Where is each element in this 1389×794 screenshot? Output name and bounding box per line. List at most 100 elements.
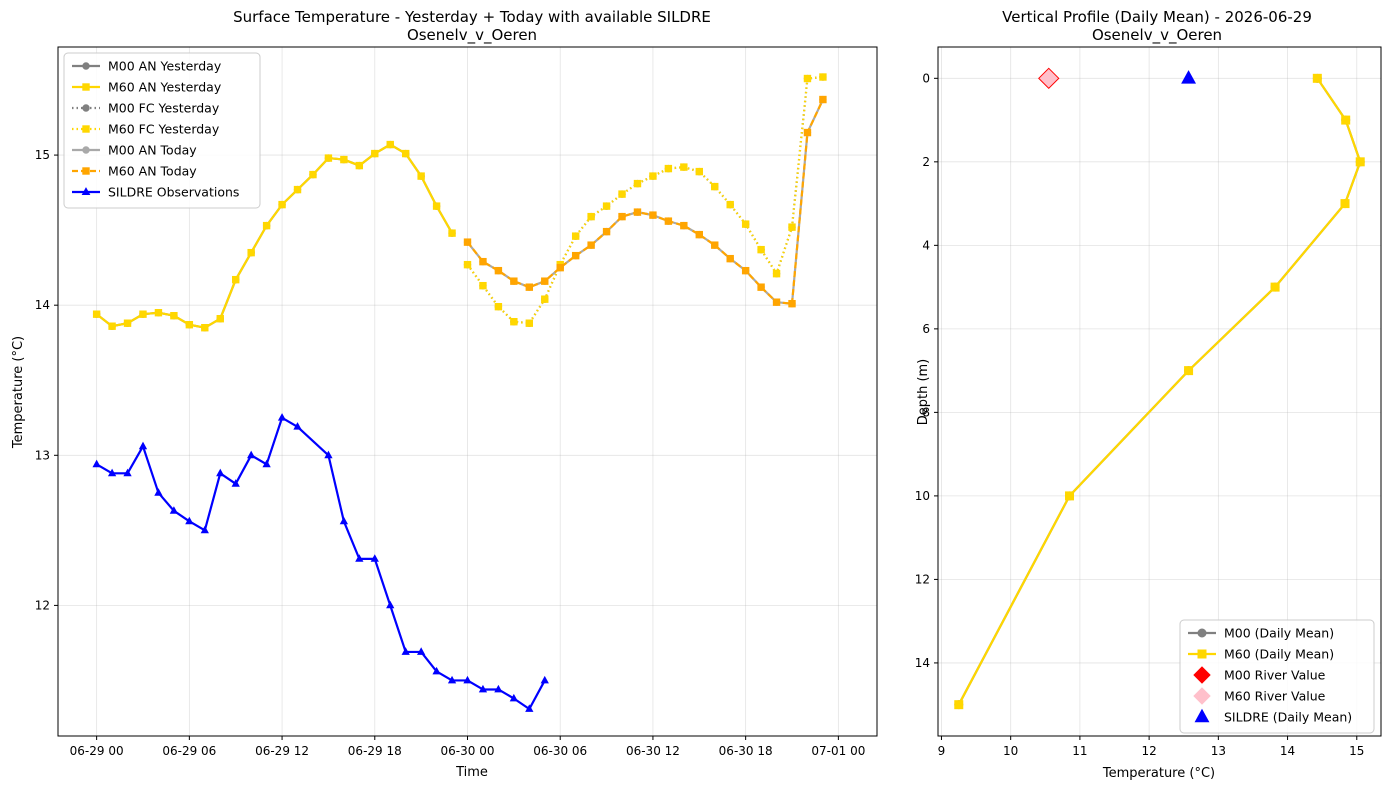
right-x-axis-label: Temperature (°C) (1102, 766, 1215, 781)
point-m60-an-today (649, 211, 657, 219)
point-sildre-observations (92, 459, 101, 468)
point-m60-an-today (788, 299, 796, 308)
point-m60-fc-yesterday (757, 245, 765, 254)
legend-swatch-marker (1197, 649, 1207, 659)
legend-label: M00 FC Yesterday (108, 101, 220, 116)
point-m60-an-yesterday (262, 221, 271, 230)
legend-swatch-marker (82, 167, 90, 175)
point-m60-an-today (510, 277, 518, 285)
series-m60-an-today (463, 95, 827, 308)
point-sildre-observations (231, 479, 240, 487)
legend-item-m00-an-today: M00 AN Today (72, 143, 197, 158)
point-sildre-observations (154, 488, 163, 496)
legend-item-m00-fc-yesterday: M00 FC Yesterday (72, 101, 220, 116)
point-m60-an-yesterday (371, 149, 379, 158)
point-m60-an-yesterday (417, 172, 425, 180)
point-m60-an-today (757, 283, 765, 291)
legend-label: SILDRE (Daily Mean) (1224, 710, 1352, 725)
point-sildre-observations (463, 675, 472, 684)
point-m60-an-yesterday (154, 308, 163, 317)
line-sildre-observations (96, 416, 546, 711)
point-m60-an-yesterday (185, 321, 194, 329)
point-sildre-observations (277, 413, 287, 421)
series-m00-fc-yesterday (463, 73, 827, 327)
left-y-tick-label: 12 (35, 598, 50, 612)
right-legend: M00 (Daily Mean) M60 (Daily Mean) M00 Rive… (1179, 619, 1375, 734)
point-m60-an-yesterday (355, 161, 364, 170)
right-legend-box (1179, 619, 1375, 734)
series-m60-an-yesterday (92, 140, 456, 332)
point-sildre-observations (370, 554, 379, 562)
legend-item-sildre-daily-mean: SILDRE (Daily Mean) (1194, 708, 1352, 725)
legend-swatch-marker (1194, 708, 1210, 723)
point-m60-daily-mean (1270, 282, 1280, 292)
point-m60-daily-mean (1065, 491, 1075, 501)
point-m60-fc-yesterday (494, 302, 503, 311)
point-m60-fc-yesterday (541, 295, 549, 303)
left-y-tick-label: 15 (35, 148, 50, 162)
legend-label: SILDRE Observations (108, 185, 239, 200)
point-m60-an-today (602, 227, 611, 236)
point-m60-an-today (571, 251, 580, 260)
legend-item-m60-an-today: M60 AN Today (72, 164, 197, 179)
point-m60-an-today (803, 128, 812, 137)
right-y-tick-label: 10 (915, 489, 930, 503)
left-chart-subtitle: Osenelv_v_Oeren (407, 26, 537, 45)
right-x-tick-label: 9 (938, 744, 946, 758)
point-m60-an-yesterday (232, 275, 240, 284)
point-sildre-observations (525, 704, 534, 712)
legend-label: M00 River Value (1224, 668, 1326, 683)
point-m60-an-yesterday (216, 314, 224, 323)
right-x-tick-label: 14 (1280, 744, 1295, 758)
right-plot-frame (937, 46, 1382, 737)
series-sildre-observations (92, 413, 549, 712)
point-m60-an-today (633, 208, 642, 216)
right-y-tick-label: 0 (922, 71, 930, 85)
legend-swatch-marker (82, 62, 90, 70)
series-m00-an-today (463, 95, 827, 308)
legend-swatch-marker (1197, 628, 1207, 638)
point-sildre-observations (339, 516, 349, 525)
point-m60-fc-yesterday (680, 163, 688, 171)
right-x-tick-label: 15 (1349, 744, 1364, 758)
line-m00-daily-mean (957, 77, 1362, 706)
right-y-tick-label: 6 (922, 322, 930, 336)
point-sildre-observations (247, 450, 256, 459)
point-m60-an-today (819, 95, 827, 104)
right-x-tick-label: 10 (1003, 744, 1018, 758)
legend-swatch-marker (82, 83, 90, 91)
point-sildre-observations (401, 647, 410, 655)
right-x-tick-label: 12 (1141, 744, 1156, 758)
point-m60-an-yesterday (170, 311, 178, 320)
left-y-axis-label: Temperature (°C) (11, 336, 26, 449)
point-m60-daily-mean (954, 700, 964, 710)
point-m60-an-yesterday (123, 319, 132, 327)
legend-label: M60 FC Yesterday (108, 122, 220, 137)
legend-item-sildre-observations: SILDRE Observations (72, 185, 239, 200)
line-m60-daily-mean (957, 77, 1362, 706)
point-m60-daily-mean (1340, 199, 1350, 209)
legend-item-m60-daily-mean: M60 (Daily Mean) (1188, 647, 1334, 662)
point-m60-an-today (695, 230, 703, 239)
point-m60-an-today (711, 241, 719, 249)
left-legend-box (63, 52, 261, 209)
point-sildre-observations (200, 525, 209, 534)
point-sildre-observations (416, 647, 426, 655)
point-m60-an-yesterday (92, 310, 101, 318)
left-series-group (92, 73, 827, 712)
line-m60-fc-yesterday (466, 75, 824, 325)
point-m60-an-today (587, 241, 595, 249)
point-m60-fc-yesterday (664, 164, 673, 173)
point-sildre-observations (293, 422, 302, 430)
point-m60-fc-yesterday (803, 74, 812, 83)
left-x-tick-label: 06-30 06 (533, 744, 587, 758)
legend-swatch-marker (82, 104, 90, 112)
right-series-group (954, 67, 1365, 710)
surface-temperature-panel: Surface Temperature - Yesterday + Today … (11, 8, 878, 780)
legend-label: M60 River Value (1224, 689, 1326, 704)
left-x-tick-label: 06-30 18 (719, 744, 773, 758)
point-sildre-observations (185, 516, 194, 525)
legend-label: M00 AN Today (108, 143, 197, 158)
point-sildre-observations (138, 441, 148, 450)
point-m60-fc-yesterday (819, 73, 827, 81)
